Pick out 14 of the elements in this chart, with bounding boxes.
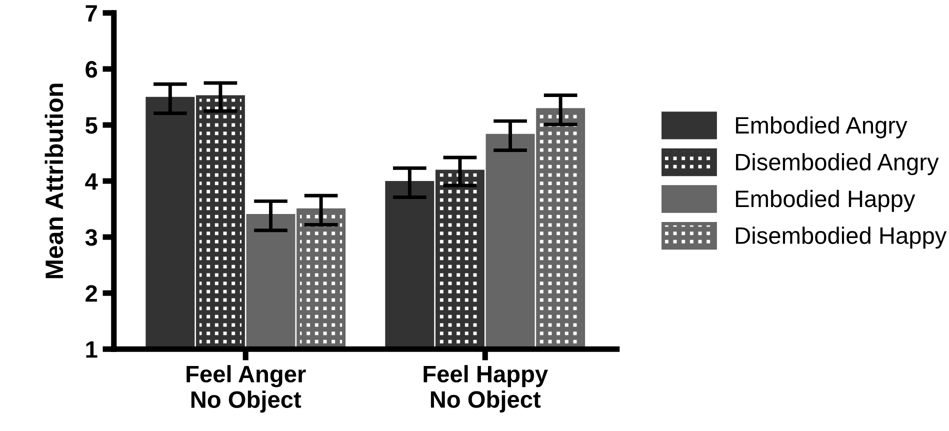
y-tick-label: 5 [86,117,98,134]
y-tick-label: 2 [86,285,97,302]
y-tick-label: 3 [85,229,98,246]
y-tick-label: 4 [85,173,98,190]
legend-label: Disembodied Angry [736,153,939,176]
y-tick-label: 1 [86,341,98,358]
legend-label: Embodied Angry [736,116,908,138]
x-tick-label: Feel Happy No Object [424,365,548,413]
legend-label: Embodied Happy [736,190,916,212]
y-axis-title: Mean Attribution [44,84,64,278]
x-tick-label: Feel Anger No Object [186,365,306,413]
y-tick-label: 7 [86,5,97,22]
y-tick-label: 6 [86,61,98,78]
legend-label: Disembodied Happy [736,226,947,249]
